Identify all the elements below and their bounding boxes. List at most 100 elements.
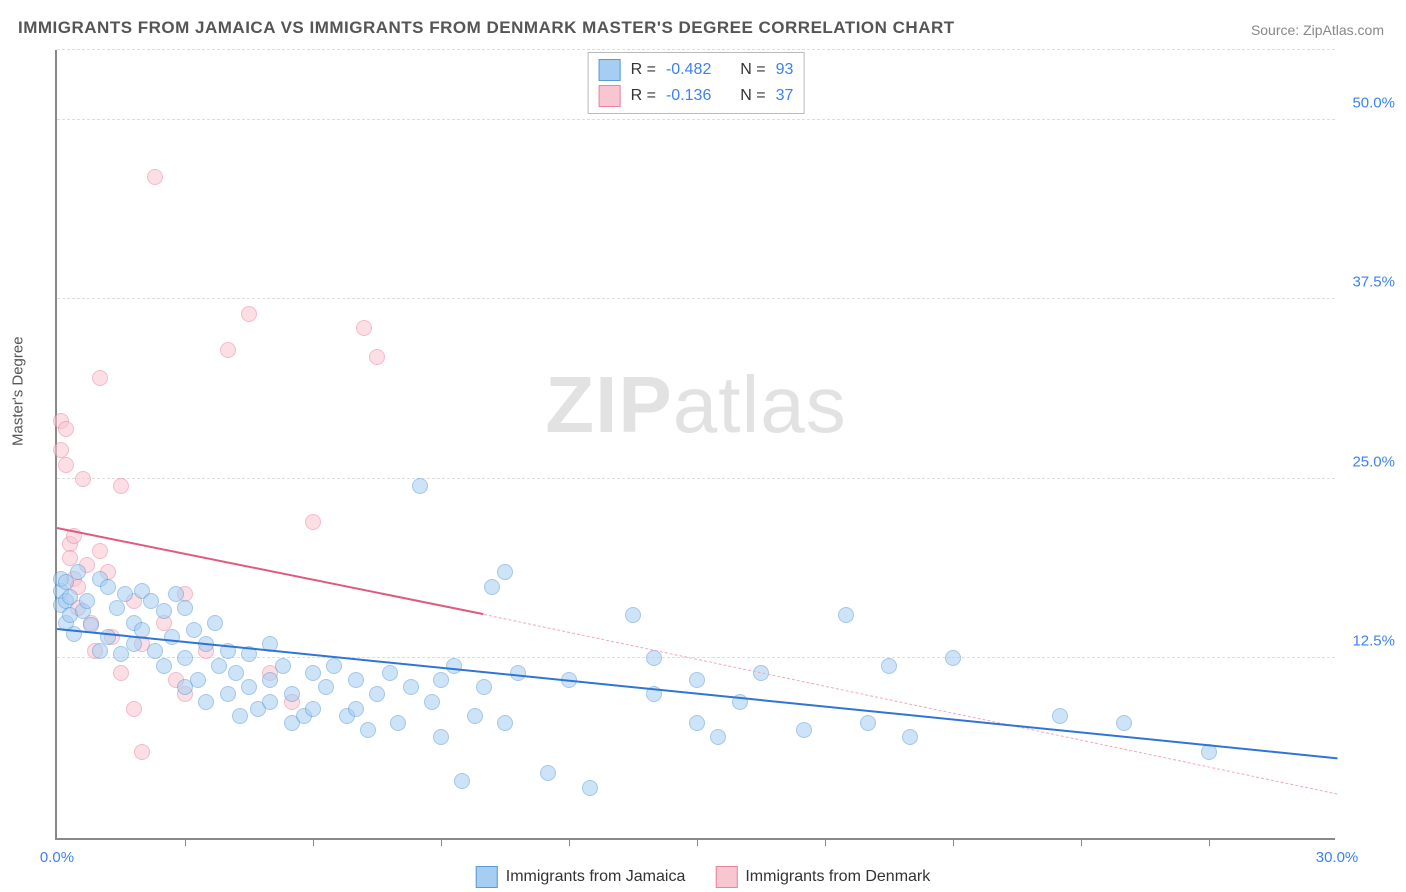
yaxis-title: Master's Degree [10, 336, 27, 446]
scatter-point [126, 636, 142, 652]
scatter-point [446, 658, 462, 674]
scatter-point [476, 679, 492, 695]
scatter-point [147, 643, 163, 659]
scatter-point [164, 629, 180, 645]
scatter-point [467, 708, 483, 724]
scatter-point [497, 564, 513, 580]
scatter-point [190, 672, 206, 688]
n-value-denmark: 37 [776, 87, 794, 105]
r-label: R = [631, 61, 656, 79]
scatter-point [860, 715, 876, 731]
scatter-point [58, 457, 74, 473]
scatter-point [484, 579, 500, 595]
scatter-point [134, 744, 150, 760]
scatter-point [79, 593, 95, 609]
xtick [1081, 838, 1082, 846]
plot-area: ZIPatlas R = -0.482 N = 93 R = -0.136 N … [55, 50, 1335, 840]
n-label: N = [740, 87, 765, 105]
scatter-point [113, 478, 129, 494]
scatter-point [241, 306, 257, 322]
scatter-point [220, 686, 236, 702]
scatter-point [62, 589, 78, 605]
r-label: R = [631, 87, 656, 105]
watermark-light: atlas [673, 360, 847, 449]
scatter-point [360, 722, 376, 738]
xtick [569, 838, 570, 846]
n-label: N = [740, 61, 765, 79]
xtick [953, 838, 954, 846]
xtick [313, 838, 314, 846]
scatter-point [109, 600, 125, 616]
scatter-point [356, 320, 372, 336]
xtick [441, 838, 442, 846]
scatter-point [369, 686, 385, 702]
r-value-denmark: -0.136 [666, 87, 711, 105]
scatter-point [117, 586, 133, 602]
gridline [57, 298, 1335, 299]
scatter-point [369, 349, 385, 365]
scatter-point [92, 370, 108, 386]
xtick [1209, 838, 1210, 846]
xtick-label: 0.0% [40, 849, 74, 866]
scatter-point [710, 729, 726, 745]
scatter-point [211, 658, 227, 674]
scatter-point [126, 701, 142, 717]
xtick [185, 838, 186, 846]
scatter-point [838, 607, 854, 623]
ytick-label: 25.0% [1340, 453, 1395, 470]
gridline [57, 478, 1335, 479]
bottom-legend: Immigrants from Jamaica Immigrants from D… [476, 866, 931, 888]
scatter-point [305, 514, 321, 530]
scatter-point [232, 708, 248, 724]
scatter-point [177, 650, 193, 666]
scatter-point [902, 729, 918, 745]
scatter-point [262, 694, 278, 710]
gridline [57, 49, 1335, 50]
legend-item: Immigrants from Jamaica [476, 866, 686, 888]
scatter-point [186, 622, 202, 638]
scatter-point [348, 672, 364, 688]
scatter-point [100, 579, 116, 595]
scatter-point [275, 658, 291, 674]
scatter-point [156, 603, 172, 619]
scatter-point [433, 729, 449, 745]
ytick-label: 37.5% [1340, 274, 1395, 291]
scatter-point [147, 169, 163, 185]
scatter-point [497, 715, 513, 731]
chart-title: IMMIGRANTS FROM JAMAICA VS IMMIGRANTS FR… [18, 18, 955, 38]
r-value-jamaica: -0.482 [666, 61, 711, 79]
scatter-point [284, 686, 300, 702]
source-label: Source: ZipAtlas.com [1251, 22, 1384, 38]
ytick-label: 50.0% [1340, 94, 1395, 111]
scatter-point [881, 658, 897, 674]
legend-item: Immigrants from Denmark [715, 866, 930, 888]
stats-row-denmark: R = -0.136 N = 37 [599, 83, 794, 109]
legend-label: Immigrants from Denmark [745, 868, 930, 886]
scatter-point [945, 650, 961, 666]
scatter-point [62, 550, 78, 566]
scatter-point [348, 701, 364, 717]
xtick [697, 838, 698, 846]
scatter-point [796, 722, 812, 738]
scatter-point [403, 679, 419, 695]
legend-swatch [476, 866, 498, 888]
scatter-point [198, 694, 214, 710]
scatter-point [305, 701, 321, 717]
scatter-point [92, 643, 108, 659]
scatter-point [262, 672, 278, 688]
scatter-point [207, 615, 223, 631]
watermark-bold: ZIP [545, 360, 672, 449]
scatter-point [582, 780, 598, 796]
chart-container: IMMIGRANTS FROM JAMAICA VS IMMIGRANTS FR… [0, 0, 1406, 892]
scatter-point [689, 672, 705, 688]
scatter-point [100, 629, 116, 645]
ytick-label: 12.5% [1340, 633, 1395, 650]
stats-legend: R = -0.482 N = 93 R = -0.136 N = 37 [588, 52, 805, 114]
scatter-point [540, 765, 556, 781]
swatch-jamaica [599, 59, 621, 81]
scatter-point [412, 478, 428, 494]
scatter-point [326, 658, 342, 674]
n-value-jamaica: 93 [776, 61, 794, 79]
scatter-point [75, 471, 91, 487]
scatter-point [424, 694, 440, 710]
